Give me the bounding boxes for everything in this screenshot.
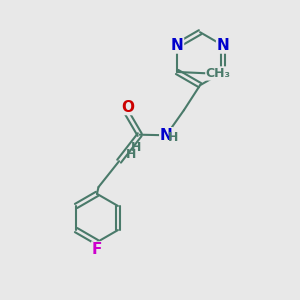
Text: N: N <box>171 38 184 53</box>
Text: N: N <box>217 38 230 53</box>
Text: F: F <box>92 242 102 257</box>
Text: H: H <box>131 141 141 154</box>
Text: O: O <box>121 100 134 115</box>
Text: H: H <box>167 131 178 144</box>
Text: H: H <box>126 148 136 161</box>
Text: CH₃: CH₃ <box>206 67 231 80</box>
Text: N: N <box>160 128 172 143</box>
